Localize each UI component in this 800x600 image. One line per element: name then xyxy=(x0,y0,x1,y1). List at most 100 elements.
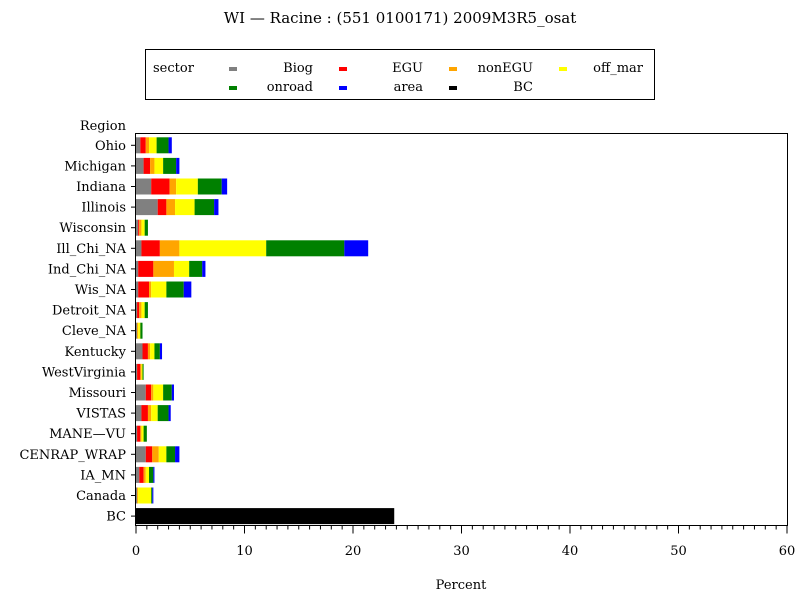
legend-label-area: area xyxy=(394,80,424,95)
bar-segment-onroad xyxy=(144,302,148,319)
bar-segment-nonegu xyxy=(159,240,180,257)
legend-label-egu: EGU xyxy=(392,61,423,76)
y-tick-label: Ill_Chi_NA xyxy=(56,242,126,257)
bar-segment-egu xyxy=(140,137,146,154)
y-tick-label: Wisconsin xyxy=(59,221,126,236)
bar-segment-area xyxy=(153,466,155,483)
bar-segment-onroad xyxy=(166,446,176,463)
y-tick-label: VISTAS xyxy=(75,407,126,422)
bar-segment-nonegu xyxy=(147,343,151,360)
bar-segment-nonegu xyxy=(143,466,146,483)
bar-segment-biog xyxy=(136,260,139,277)
legend-box xyxy=(145,49,655,100)
y-tick-label: Detroit_NA xyxy=(52,304,127,319)
bar-segment-onroad xyxy=(163,384,172,401)
y-tick-label: MANE—VU xyxy=(49,427,126,442)
bar-segment-onroad xyxy=(189,260,203,277)
y-tick-label: Illinois xyxy=(81,201,126,216)
y-tick-label: Ohio xyxy=(95,139,126,154)
bar-segment-area xyxy=(175,446,180,463)
y-tick-label: Canada xyxy=(76,489,126,504)
bar-segment-area xyxy=(221,178,228,195)
bar-segment-off-mar xyxy=(158,446,167,463)
bar-segment-off-mar xyxy=(138,322,141,339)
bar-segment-egu xyxy=(138,281,150,298)
y-tick-label: Missouri xyxy=(69,386,126,401)
y-tick-label: Wis_NA xyxy=(75,283,127,298)
bar-segment-bc xyxy=(136,508,395,525)
bar-segment-nonegu xyxy=(140,363,142,380)
bar-segment-egu xyxy=(138,219,140,236)
bar-segment-off-mar xyxy=(151,405,158,422)
bar-segment-area xyxy=(176,157,180,174)
bar-segment-onroad xyxy=(194,199,215,216)
bar-segment-biog xyxy=(136,219,139,236)
bar-segment-nonegu xyxy=(169,178,177,195)
y-axis-label: Region xyxy=(80,119,127,134)
bar-segment-biog xyxy=(136,466,140,483)
bar-segment-onroad xyxy=(144,219,148,236)
x-tick-label: 0 xyxy=(132,544,140,559)
bar-segment-egu xyxy=(145,446,153,463)
bar-segment-biog xyxy=(136,240,142,257)
bar-segment-off-mar xyxy=(175,199,195,216)
bar-segment-area xyxy=(183,281,192,298)
bar-segment-off-mar xyxy=(154,157,164,174)
legend-title: sector xyxy=(153,61,195,76)
bar-segment-off-mar xyxy=(150,343,155,360)
bar-segment-biog xyxy=(136,487,138,504)
legend-label-bc: BC xyxy=(513,80,533,95)
y-tick-label: Michigan xyxy=(64,159,126,174)
bar-segment-biog xyxy=(136,137,141,154)
bar-segment-biog xyxy=(136,281,139,298)
bar-segment-off-mar xyxy=(145,466,150,483)
bar-segment-egu xyxy=(141,405,148,422)
bar-segment-nonegu xyxy=(147,405,152,422)
bar-segment-egu xyxy=(142,343,148,360)
x-tick-label: 20 xyxy=(345,544,362,559)
bar-segment-egu xyxy=(157,199,167,216)
y-axis-ticks: Ohio Michigan Indiana Illinois Wisconsin Ill_… xyxy=(19,139,136,525)
legend-label-onroad: onroad xyxy=(267,80,313,95)
bar-segment-area xyxy=(344,240,369,257)
bar-segment-nonegu xyxy=(149,281,152,298)
y-tick-label: BC xyxy=(106,510,126,525)
legend-swatch-bc xyxy=(449,86,457,90)
bar-segment-biog xyxy=(136,384,146,401)
legend-swatch-nonegu xyxy=(449,67,457,71)
bar-segment-onroad xyxy=(149,466,154,483)
bar-segment-biog xyxy=(136,322,138,339)
legend-swatch-onroad xyxy=(229,86,237,90)
legend-swatch-off-mar xyxy=(559,67,567,71)
legend-swatch-area xyxy=(339,86,347,90)
bar-segment-off-mar xyxy=(141,219,145,236)
bar-segment-egu xyxy=(138,260,154,277)
x-tick-label: 60 xyxy=(779,544,796,559)
bar-segment-nonegu xyxy=(151,384,154,401)
y-tick-label: CENRAP_WRAP xyxy=(19,448,126,463)
bar-segment-off-mar xyxy=(138,487,152,504)
bar-segment-biog xyxy=(136,302,138,319)
bar-segment-onroad xyxy=(166,281,184,298)
bar-segment-onroad xyxy=(142,363,144,380)
bar-segment-area xyxy=(214,199,219,216)
bar-segment-off-mar xyxy=(153,384,164,401)
bar-segment-biog xyxy=(136,405,142,422)
bar-segment-nonegu xyxy=(153,260,174,277)
bar-segment-egu xyxy=(137,363,141,380)
bar-segment-egu xyxy=(141,240,160,257)
bar-segment-biog xyxy=(136,446,146,463)
legend-label-nonegu: nonEGU xyxy=(478,61,533,76)
bar-segment-off-mar xyxy=(141,302,145,319)
x-axis-ticks: 0 10 20 30 40 50 60 xyxy=(132,525,796,559)
bar-segment-area xyxy=(159,343,163,360)
bar-segment-nonegu xyxy=(137,487,139,504)
bar-segment-onroad xyxy=(197,178,222,195)
bar-segment-onroad xyxy=(156,137,169,154)
bar-segment-onroad xyxy=(143,425,147,442)
bar-segment-off-mar xyxy=(141,363,143,380)
y-tick-label: WestVirginia xyxy=(42,365,126,380)
